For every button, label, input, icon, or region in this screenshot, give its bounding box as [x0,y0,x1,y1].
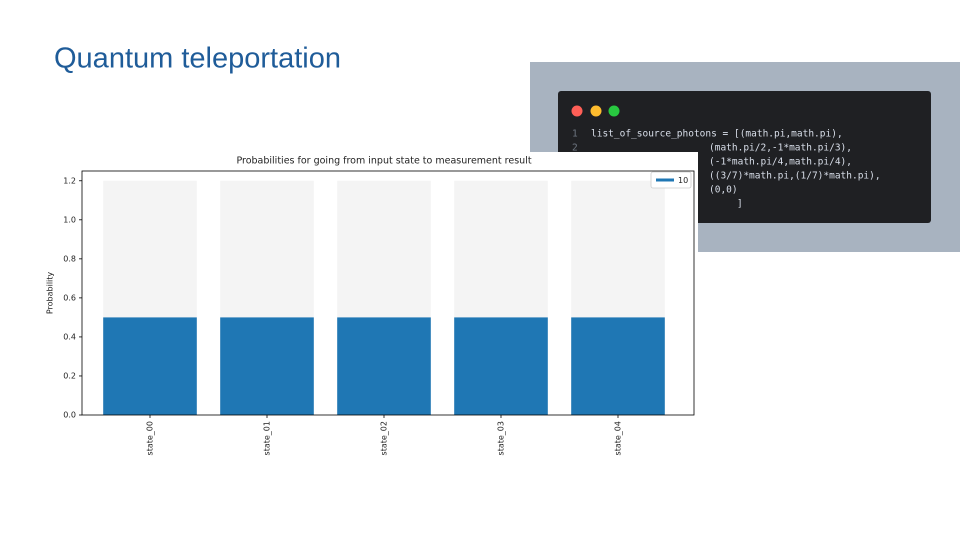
x-tick-label: state_01 [263,421,272,455]
window-dot [590,105,602,117]
bar [220,317,314,415]
y-tick-label: 1.0 [63,215,76,224]
plot-frame [81,170,695,416]
code-line: ((3/7)*math.pi,(1/7)*math.pi), [709,171,881,182]
code-line: (0,0) [709,185,738,196]
x-tick-label: state_04 [614,421,623,455]
y-tick-label: 0.8 [63,254,76,263]
code-line: ] [737,199,743,210]
y-tick-label: 0.6 [63,293,76,302]
x-tick-label: state_00 [146,421,155,455]
slide-title: Quantum teleportation [54,43,341,75]
window-dot [608,105,620,117]
y-axis-label: Probability [46,272,55,315]
x-tick-label: state_02 [380,421,389,455]
window-dot [571,105,583,117]
legend-label: 10 [678,176,688,185]
y-tick-label: 1.2 [63,176,76,185]
line-number: 1 [572,129,578,140]
code-line: (math.pi/2,-1*math.pi/3), [709,143,852,154]
code-line: list_of_source_photons = [(math.pi,math.… [591,129,843,140]
bar [454,317,548,415]
bar [337,317,431,415]
bar [571,317,665,415]
code-line: (-1*math.pi/4,math.pi/4), [709,157,852,168]
y-tick-label: 0.4 [63,332,76,341]
chart-title: Probabilities for going from input state… [236,156,531,167]
bar [103,317,197,415]
x-tick-label: state_03 [497,421,506,455]
line-number: 2 [572,143,578,154]
y-tick-label: 0.2 [63,371,76,380]
y-tick-label: 0.0 [63,411,76,420]
chart: Probabilities for going from input state… [46,156,695,455]
